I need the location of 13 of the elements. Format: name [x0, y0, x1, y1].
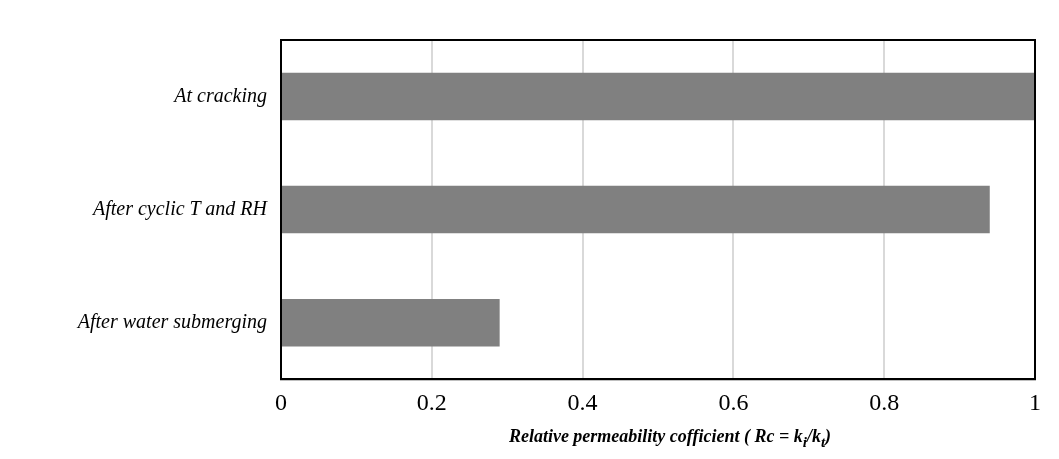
x-tick-label: 0	[275, 388, 287, 415]
x-tick-label: 1	[1029, 388, 1041, 415]
bar	[282, 72, 1035, 121]
y-tick-label: After water submerging	[75, 309, 267, 333]
y-tick-label: After cyclic T and RH	[90, 196, 269, 220]
x-tick-label: 0.2	[416, 388, 447, 415]
x-tick-label: 0.8	[869, 388, 900, 415]
x-axis-title: Relative permeability cofficient ( Rc = k$_{i}$/k$_{t}$)	[507, 426, 833, 451]
bar	[282, 185, 990, 234]
x-tick-label: 0.6	[718, 388, 749, 415]
bar	[282, 298, 500, 347]
y-tick-label: At cracking	[172, 83, 267, 107]
x-tick-label: 0.4	[567, 388, 598, 415]
